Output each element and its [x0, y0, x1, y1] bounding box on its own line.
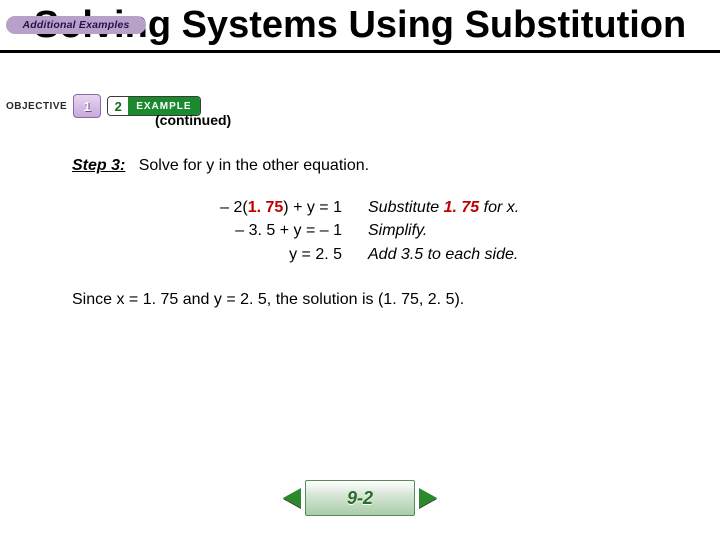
- step-line: Step 3: Solve for y in the other equatio…: [72, 155, 652, 177]
- prev-button[interactable]: [279, 480, 305, 516]
- eq-post: ) + y = 1: [283, 199, 342, 216]
- example-number: 2: [108, 97, 128, 115]
- reason-row: Substitute 1. 75 for x.: [368, 197, 652, 219]
- step-label: Step 3:: [72, 157, 125, 174]
- content-body: Step 3: Solve for y in the other equatio…: [72, 155, 652, 311]
- objective-label: OBJECTIVE: [6, 101, 67, 112]
- additional-examples-badge: Additional Examples: [6, 16, 146, 34]
- objective-number-badge: 1: [73, 94, 101, 118]
- eq-pre: – 2(: [220, 199, 248, 216]
- equation-row: – 2(1. 75) + y = 1: [162, 197, 342, 219]
- continued-label: (continued): [155, 112, 231, 128]
- equation-row: y = 2. 5: [162, 244, 342, 266]
- reason-sub: 1. 75: [444, 199, 480, 216]
- reason-pre: Substitute: [368, 199, 444, 216]
- step-text: Solve for y in the other equation.: [139, 157, 369, 174]
- eq-sub: 1. 75: [248, 199, 284, 216]
- section-indicator[interactable]: 9-2: [305, 480, 415, 516]
- conclusion-text: Since x = 1. 75 and y = 2. 5, the soluti…: [72, 289, 652, 311]
- work-table: – 2(1. 75) + y = 1 Substitute 1. 75 for …: [162, 197, 652, 266]
- chevron-right-icon: [419, 488, 437, 508]
- slide-nav: 9-2: [0, 480, 720, 516]
- chevron-left-icon: [283, 488, 301, 508]
- next-button[interactable]: [415, 480, 441, 516]
- reason-post: for x.: [479, 199, 519, 216]
- equation-row: – 3. 5 + y = – 1: [162, 220, 342, 242]
- reason-row: Simplify.: [368, 220, 652, 242]
- reason-row: Add 3.5 to each side.: [368, 244, 652, 266]
